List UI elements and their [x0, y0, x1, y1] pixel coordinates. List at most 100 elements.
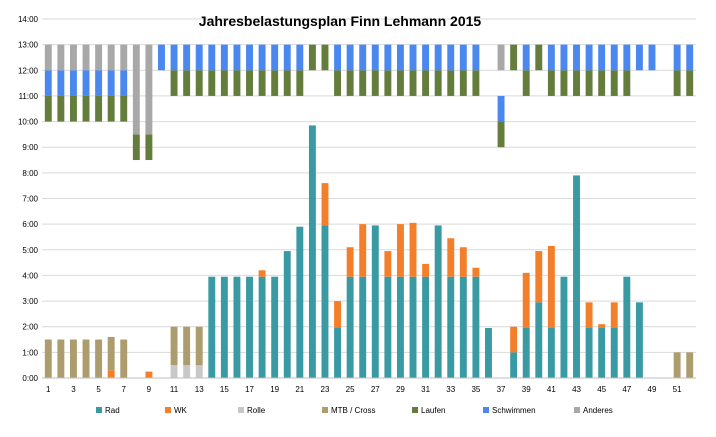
bar-laufen — [271, 70, 279, 96]
legend-label: WK — [174, 406, 188, 415]
chart-title: Jahresbelastungsplan Finn Lehmann 2015 — [199, 13, 482, 29]
bar-schwimmen — [208, 44, 216, 71]
bar-anderes — [497, 44, 505, 71]
bar-mtb-cross — [44, 339, 52, 378]
bar-schwimmen — [447, 44, 455, 71]
bar-laufen — [510, 44, 518, 71]
bar-schwimmen — [686, 44, 694, 71]
legend-swatch — [483, 407, 489, 413]
bar-wk — [107, 370, 115, 378]
bar-laufen — [44, 95, 52, 122]
bar-wk — [359, 224, 367, 277]
bar-laufen — [258, 70, 266, 96]
bar-schwimmen — [472, 44, 480, 71]
bar-schwimmen — [95, 70, 103, 96]
bar-rad — [560, 276, 568, 378]
x-tick-label: 17 — [245, 385, 254, 394]
bar-schwimmen — [334, 44, 342, 71]
y-tick-label: 7:00 — [22, 195, 38, 204]
legend-swatch — [412, 407, 418, 413]
bar-rad — [522, 327, 530, 378]
bar-laufen — [673, 70, 681, 96]
bar-wk — [447, 238, 455, 277]
bar-laufen — [598, 70, 606, 96]
bar-schwimmen — [422, 44, 430, 71]
bar-schwimmen — [673, 44, 681, 71]
bar-laufen — [145, 134, 153, 161]
bar-laufen — [535, 44, 543, 71]
x-tick-label: 41 — [547, 385, 556, 394]
bar-anderes — [44, 44, 52, 71]
legend-swatch — [96, 407, 102, 413]
bar-anderes — [107, 44, 115, 71]
bar-laufen — [573, 70, 580, 96]
bar-mtb-cross — [673, 352, 681, 378]
legend-label: Rad — [105, 406, 120, 415]
bar-laufen — [95, 95, 103, 122]
bar-rad — [598, 327, 606, 378]
bar-rad — [321, 225, 329, 378]
bar-laufen — [208, 70, 216, 96]
y-tick-label: 0:00 — [22, 374, 38, 383]
x-tick-label: 31 — [421, 385, 430, 394]
bar-wk — [346, 247, 354, 277]
bar-schwimmen — [195, 44, 203, 71]
bar-schwimmen — [170, 44, 178, 71]
bar-schwimmen — [585, 44, 593, 71]
bar-rad — [258, 276, 266, 378]
bar-laufen — [308, 44, 316, 71]
bar-anderes — [95, 44, 103, 71]
bar-anderes — [132, 44, 140, 135]
bar-wk — [321, 183, 329, 226]
bar-rad — [233, 276, 241, 378]
bar-wk — [585, 302, 593, 328]
bar-laufen — [57, 95, 65, 122]
bar-laufen — [132, 134, 140, 161]
bar-schwimmen — [233, 44, 241, 71]
bar-laufen — [107, 95, 115, 122]
bar-laufen — [283, 70, 291, 96]
y-tick-label: 3:00 — [22, 297, 38, 306]
y-tick-label: 9:00 — [22, 143, 38, 152]
bar-rad — [573, 175, 580, 378]
y-tick-label: 10:00 — [18, 118, 39, 127]
bar-laufen — [434, 70, 442, 96]
bar-mtb-cross — [69, 339, 77, 378]
bar-schwimmen — [371, 44, 379, 71]
bar-schwimmen — [547, 44, 555, 71]
bar-wk — [396, 224, 404, 277]
bar-schwimmen — [283, 44, 291, 71]
bar-wk — [510, 326, 518, 353]
x-tick-label: 51 — [673, 385, 682, 394]
bar-laufen — [220, 70, 228, 96]
bar-anderes — [120, 44, 128, 71]
bar-laufen — [233, 70, 241, 96]
bar-anderes — [145, 44, 153, 135]
bar-schwimmen — [459, 44, 467, 71]
bar-rad — [220, 276, 228, 378]
bar-schwimmen — [158, 44, 165, 71]
bar-rad — [547, 327, 555, 378]
y-tick-label: 4:00 — [22, 271, 38, 280]
bar-schwimmen — [396, 44, 404, 71]
legend-label: MTB / Cross — [331, 406, 375, 415]
bar-laufen — [409, 70, 417, 96]
bar-wk — [409, 222, 417, 277]
x-tick-label: 33 — [446, 385, 455, 394]
bar-schwimmen — [434, 44, 442, 71]
bar-laufen — [359, 70, 367, 96]
bar-rad — [535, 302, 543, 378]
x-tick-label: 37 — [497, 385, 506, 394]
bar-schwimmen — [44, 70, 52, 96]
bar-rad — [346, 276, 354, 378]
bar-schwimmen — [598, 44, 606, 71]
x-tick-label: 39 — [522, 385, 531, 394]
x-tick-label: 43 — [572, 385, 581, 394]
bar-mtb-cross — [95, 339, 103, 378]
bar-laufen — [447, 70, 455, 96]
bar-rad — [308, 125, 316, 379]
bar-laufen — [246, 70, 253, 96]
bar-anderes — [69, 44, 77, 71]
x-tick-label: 19 — [270, 385, 279, 394]
